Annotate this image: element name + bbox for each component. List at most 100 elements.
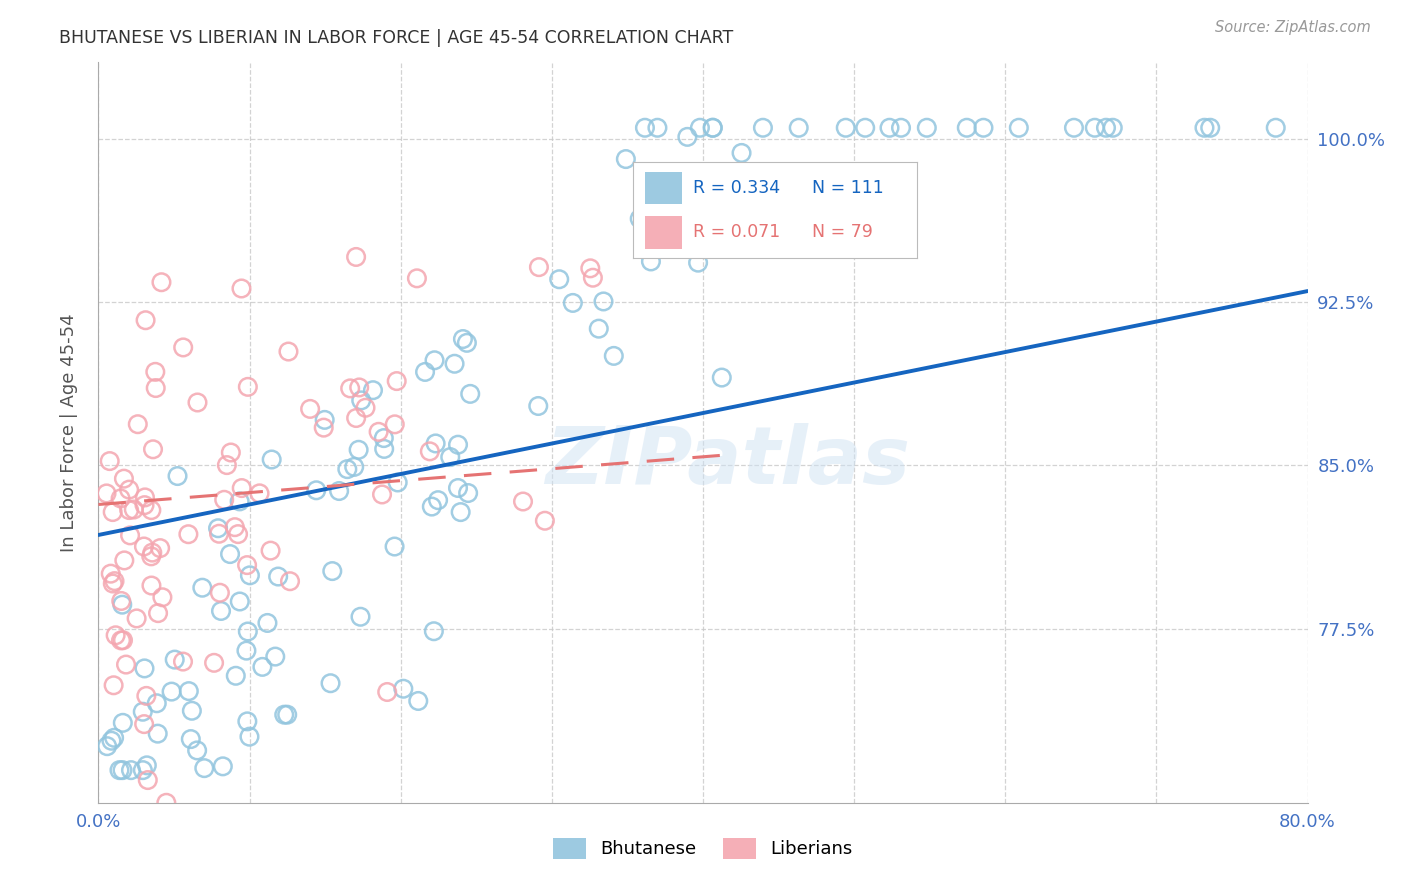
Point — [132, 763, 155, 777]
Point — [344, 411, 367, 425]
Point — [350, 393, 373, 408]
Point — [132, 540, 155, 554]
Point — [256, 615, 278, 630]
Point — [160, 684, 183, 698]
Point — [347, 442, 370, 457]
Point — [406, 271, 429, 285]
Point — [163, 652, 186, 666]
Point — [149, 541, 172, 555]
Point — [150, 275, 173, 289]
Point — [215, 458, 238, 472]
Point — [146, 696, 169, 710]
Point — [582, 270, 605, 285]
Point — [135, 689, 157, 703]
Point — [339, 381, 361, 395]
Point — [132, 705, 155, 719]
Point — [1084, 120, 1107, 135]
Point — [647, 120, 669, 135]
Point — [224, 520, 246, 534]
Point — [689, 120, 711, 135]
Point — [111, 598, 134, 612]
Point — [588, 321, 610, 335]
Point — [614, 152, 637, 166]
Point — [387, 475, 409, 490]
Point — [115, 657, 138, 672]
Point — [710, 370, 733, 384]
Point — [186, 743, 208, 757]
Point — [273, 707, 295, 722]
Point — [349, 609, 371, 624]
Bar — [645, 216, 682, 249]
Point — [344, 250, 367, 264]
Point — [125, 611, 148, 625]
Point — [835, 120, 858, 135]
Point — [406, 694, 429, 708]
Point — [354, 401, 377, 415]
Point — [305, 483, 328, 498]
Point — [111, 763, 134, 777]
Point — [1101, 120, 1123, 135]
Point — [447, 438, 470, 452]
Point — [592, 294, 614, 309]
Point — [628, 211, 651, 226]
Point — [104, 628, 127, 642]
Point — [443, 357, 465, 371]
Point — [112, 472, 135, 486]
Point — [235, 643, 257, 657]
Point — [101, 576, 124, 591]
Point — [688, 255, 710, 269]
Point — [561, 296, 583, 310]
Point — [229, 594, 252, 608]
Point — [423, 353, 446, 368]
Point — [915, 120, 938, 135]
Point — [456, 335, 478, 350]
Point — [603, 349, 626, 363]
Point — [141, 503, 163, 517]
Point — [111, 715, 134, 730]
Point — [108, 763, 131, 777]
Point — [450, 505, 472, 519]
Point — [219, 445, 242, 459]
Point — [177, 684, 200, 698]
Point — [143, 365, 166, 379]
Point — [373, 442, 395, 456]
Point — [384, 417, 406, 432]
Point — [100, 733, 122, 747]
Point — [641, 189, 664, 203]
Point — [96, 486, 118, 500]
Point — [202, 656, 225, 670]
Point — [166, 469, 188, 483]
Point — [219, 547, 242, 561]
Point — [146, 726, 169, 740]
Point — [228, 494, 250, 508]
Point — [172, 341, 194, 355]
Point — [152, 591, 174, 605]
Point — [787, 120, 810, 135]
Point — [512, 494, 534, 508]
Point — [634, 120, 657, 135]
Point — [343, 459, 366, 474]
Point — [853, 120, 876, 135]
Point — [457, 486, 479, 500]
Point — [136, 773, 159, 788]
Point — [1194, 120, 1216, 135]
Point — [134, 661, 156, 675]
Point — [879, 120, 901, 135]
Point — [579, 261, 602, 276]
Point — [103, 574, 125, 588]
Point — [208, 586, 231, 600]
Point — [118, 483, 141, 497]
Point — [640, 254, 662, 268]
Point — [134, 498, 156, 512]
Point — [956, 120, 979, 135]
Point — [134, 717, 156, 731]
Text: N = 111: N = 111 — [811, 179, 883, 197]
Point — [134, 491, 156, 505]
Point — [155, 796, 177, 810]
Point — [127, 417, 149, 432]
Point — [236, 714, 259, 729]
Point — [276, 707, 298, 722]
Point — [1095, 120, 1118, 135]
Point — [177, 527, 200, 541]
Point — [277, 344, 299, 359]
